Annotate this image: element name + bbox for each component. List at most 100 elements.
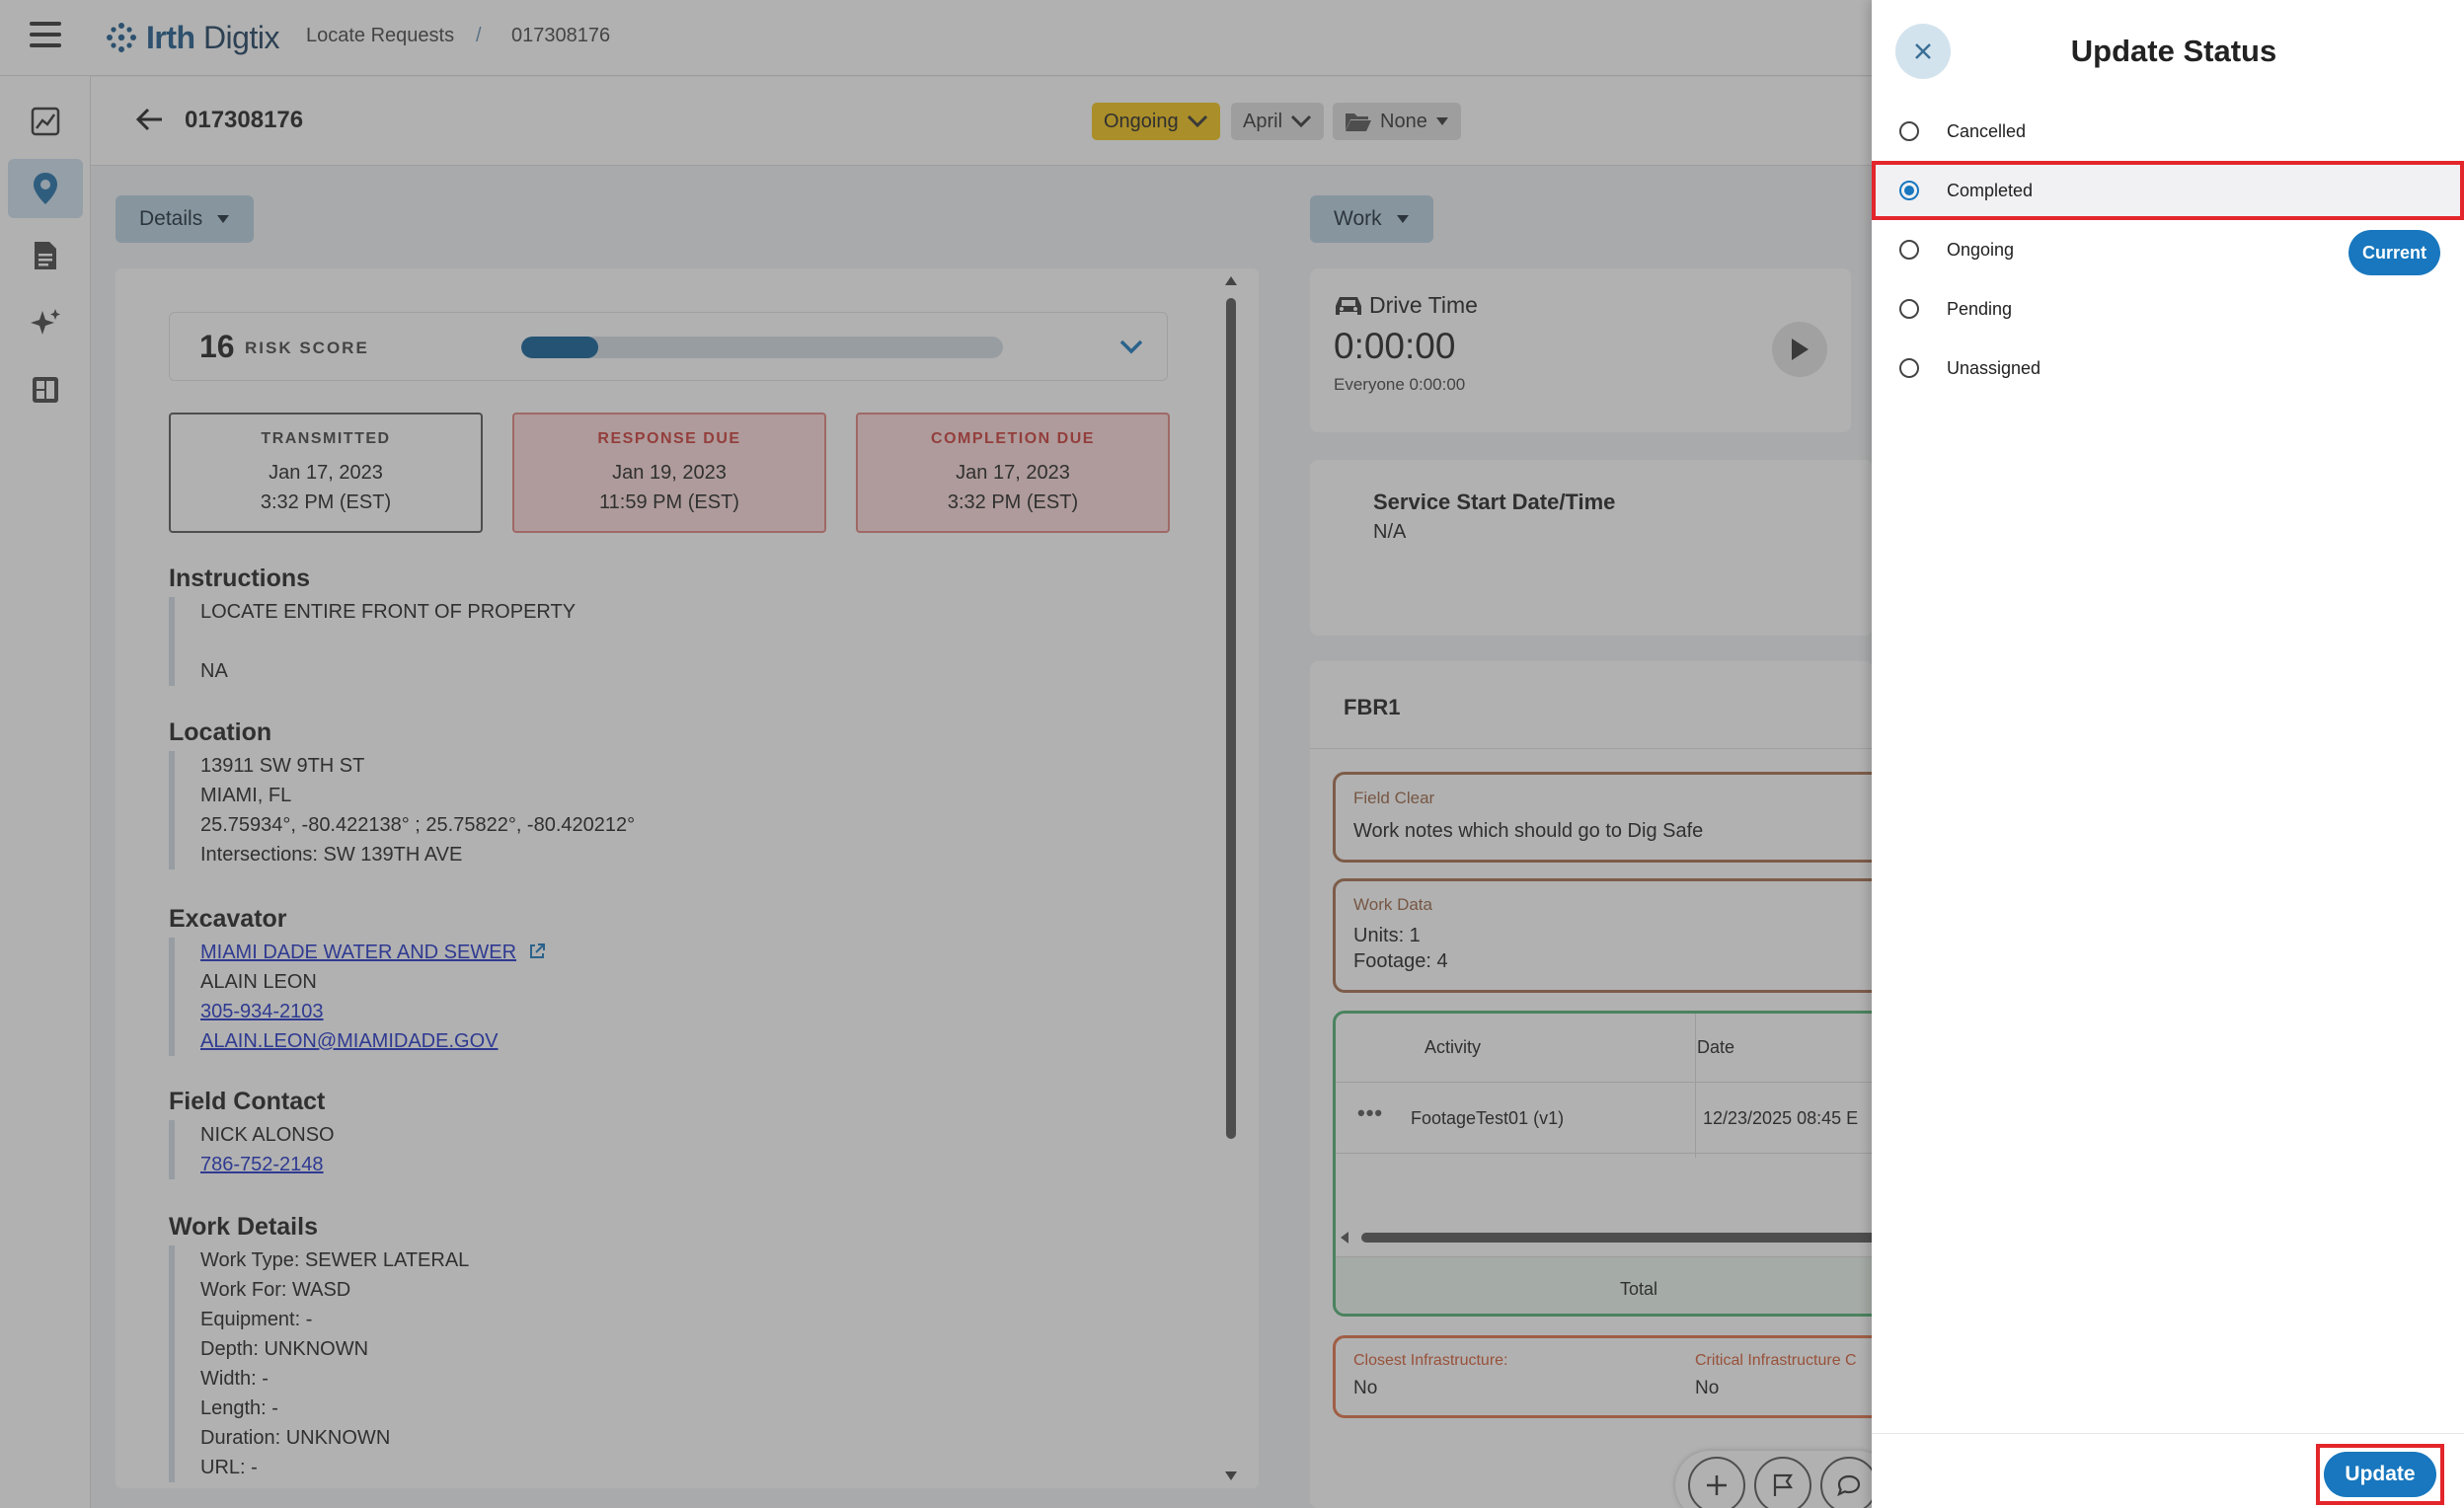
work-detail-line: Work For: WASD (200, 1279, 351, 1301)
excavator-company-link[interactable]: MIAMI DADE WATER AND SEWER (200, 942, 517, 963)
time-value: 3:32 PM (EST) (947, 491, 1079, 513)
close-button[interactable] (1895, 24, 1951, 79)
work-dropdown-button[interactable]: Work (1310, 195, 1433, 243)
table-total-row: Total (1336, 1256, 1873, 1314)
risk-score-bar-fill (521, 337, 599, 358)
flag-button[interactable] (1754, 1457, 1811, 1508)
fbr-title: FBR1 (1344, 695, 1401, 719)
column-header-activity[interactable]: Activity (1424, 1037, 1482, 1057)
chevron-down-icon (1187, 114, 1207, 128)
analytics-icon (31, 107, 60, 136)
dashboard-icon (33, 377, 58, 403)
location-street: 13911 SW 9TH ST (200, 755, 365, 777)
add-button[interactable] (1688, 1457, 1745, 1508)
section-heading: Location (169, 718, 272, 746)
field-clear-label: Field Clear (1353, 789, 1435, 807)
drawer-footer: Update (1872, 1433, 2464, 1508)
hamburger-menu-icon[interactable] (30, 22, 61, 51)
table-row[interactable]: ••• FootageTest01 (v1) 12/23/2025 08:45 … (1336, 1083, 1873, 1154)
excavator-contact-name: ALAIN LEON (200, 971, 317, 993)
assignee-label: April (1243, 110, 1283, 132)
date-label: TRANSMITTED (261, 430, 391, 447)
nav-dashboard[interactable] (8, 360, 83, 419)
drive-time-sub: Everyone 0:00:00 (1334, 375, 1466, 394)
drive-time-card: Drive Time 0:00:00 Everyone 0:00:00 (1310, 268, 1851, 432)
comment-button[interactable] (1820, 1457, 1873, 1508)
work-detail-line: Work Type: SEWER LATERAL (200, 1249, 470, 1271)
location-section: Location 13911 SW 9TH ST MIAMI, FL 25.75… (169, 718, 1205, 869)
status-option-label: Cancelled (1947, 120, 2027, 141)
back-arrow-icon[interactable] (134, 107, 164, 132)
field-clear-box[interactable]: Field Clear Work notes which should go t… (1333, 772, 1873, 863)
section-heading: Excavator (169, 905, 287, 933)
scroll-thumb[interactable] (1226, 298, 1236, 1139)
risk-score-card[interactable]: 16 RISK SCORE (169, 312, 1168, 381)
activity-table: Activity Date ••• FootageTest01 (v1) 12/… (1333, 1011, 1873, 1317)
status-option-pending[interactable]: Pending (1872, 279, 2464, 339)
fbr-card: FBR1 Field Clear Work notes which should… (1310, 661, 1873, 1508)
section-heading: Work Details (169, 1213, 318, 1241)
sparkle-icon (31, 309, 60, 335)
nav-locate-requests[interactable] (8, 159, 83, 218)
work-data-units: Units: 1 (1353, 925, 1421, 946)
details-scrollbar[interactable] (1224, 274, 1238, 1484)
folder-dropdown[interactable]: None (1333, 103, 1461, 140)
external-link-icon[interactable] (528, 942, 546, 960)
ticket-number: 017308176 (185, 107, 304, 133)
drawer-title: Update Status (2070, 34, 2277, 68)
location-city: MIAMI, FL (200, 785, 292, 806)
chevron-down-icon[interactable] (1119, 339, 1143, 354)
radio-button[interactable] (1899, 121, 1919, 141)
nav-documents[interactable] (8, 226, 83, 285)
horizontal-scroll-thumb[interactable] (1361, 1233, 1873, 1243)
scroll-up-icon[interactable] (1224, 274, 1238, 286)
location-coordinates: 25.75934°, -80.422138° ; 25.75822°, -80.… (200, 814, 636, 836)
critical-infrastructure-label: Critical Infrastructure C (1695, 1352, 1857, 1369)
status-option-cancelled[interactable]: Cancelled (1872, 102, 2464, 161)
app-logo[interactable]: Irth Digtix (105, 18, 279, 57)
nav-ai[interactable] (8, 293, 83, 352)
work-detail-line: Duration: UNKNOWN (200, 1427, 391, 1449)
status-option-completed[interactable]: Completed (1872, 161, 2464, 220)
field-contact-phone-link[interactable]: 786-752-2148 (200, 1154, 324, 1175)
critical-infrastructure-value: No (1695, 1378, 1720, 1398)
breadcrumb-locate-requests[interactable]: Locate Requests (306, 25, 455, 46)
radio-button[interactable] (1899, 358, 1919, 378)
status-option-label: Unassigned (1947, 357, 2041, 378)
excavator-email-link[interactable]: ALAIN.LEON@MIAMIDADE.GOV (200, 1030, 499, 1052)
row-menu-icon[interactable]: ••• (1357, 1100, 1384, 1125)
field-clear-value: Work notes which should go to Dig Safe (1353, 820, 1704, 842)
scroll-down-icon[interactable] (1224, 1470, 1238, 1482)
status-option-unassigned[interactable]: Unassigned (1872, 339, 2464, 398)
total-label: Total (1620, 1279, 1658, 1299)
modal-backdrop[interactable] (0, 0, 1872, 1508)
drive-time-play-button[interactable] (1772, 322, 1827, 377)
close-icon (1915, 43, 1931, 59)
details-panel: 16 RISK SCORE TRANSMITTED Jan 17, 2023 3:… (116, 268, 1259, 1488)
radio-button[interactable] (1899, 299, 1919, 319)
status-option-label: Completed (1947, 180, 2034, 200)
column-header-date[interactable]: Date (1697, 1037, 1735, 1057)
drive-time-value: 0:00:00 (1334, 326, 1456, 366)
details-dropdown-button[interactable]: Details (116, 195, 255, 243)
work-details-section: Work Details Work Type: SEWER LATERAL Wo… (169, 1213, 1205, 1482)
assignee-dropdown[interactable]: April (1231, 103, 1325, 140)
status-option-ongoing[interactable]: Ongoing Current (1872, 220, 2464, 279)
work-detail-line: Equipment: - (200, 1309, 313, 1330)
divider (1310, 748, 1873, 749)
status-dropdown[interactable]: Ongoing (1092, 103, 1220, 140)
date-value: Jan 17, 2023 (956, 462, 1070, 484)
update-button-highlight: Update (2316, 1444, 2444, 1505)
date-label: RESPONSE DUE (597, 430, 741, 447)
nav-analytics[interactable] (8, 92, 83, 151)
radio-button-selected[interactable] (1899, 181, 1919, 200)
comment-icon (1837, 1474, 1861, 1497)
radio-button[interactable] (1899, 240, 1919, 260)
excavator-phone-link[interactable]: 305-934-2103 (200, 1001, 324, 1022)
work-data-box[interactable]: Work Data Units: 1 Footage: 4 (1333, 878, 1873, 993)
update-button[interactable]: Update (2324, 1452, 2436, 1497)
scroll-left-icon[interactable] (1340, 1231, 1349, 1244)
chevron-down-icon (1290, 114, 1312, 128)
breadcrumb-ticket: 017308176 (511, 25, 611, 46)
risk-score-label: RISK SCORE (245, 339, 369, 357)
